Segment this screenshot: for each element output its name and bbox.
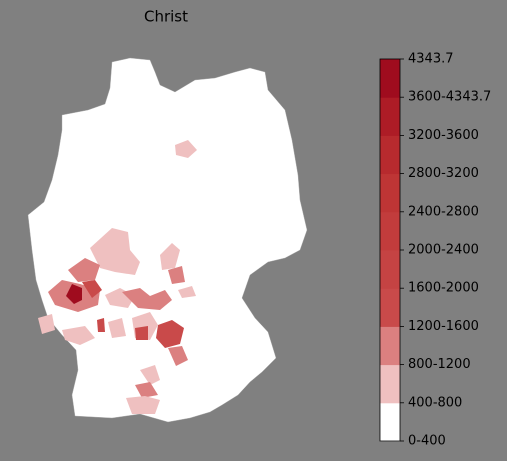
colorbar-segment [380,135,400,175]
region [68,258,100,282]
colorbar-label: 800-1200 [408,357,471,372]
colorbar: 0-400 400-800 800-1200 1200-1600 1600-2000 20… [379,52,491,449]
region [108,318,126,338]
colorbar-segment [380,97,400,136]
region [156,320,184,348]
country-outline [27,57,308,423]
region [66,284,82,304]
region [168,266,185,284]
region [135,326,148,340]
colorbar-segment [380,402,400,442]
colorbar-label: 2000-2400 [408,243,479,258]
colorbar-label: 3600-4343.7 [408,90,491,105]
map-title: Christ [144,8,188,26]
region [90,228,140,275]
colorbar-label: 1600-2000 [408,281,479,296]
colorbar-segment [380,250,400,289]
colorbar-label: 4343.7 [408,52,454,67]
colorbar-segment [380,288,400,327]
region [135,382,158,398]
colorbar-label: 0-400 [408,434,446,449]
colorbar-label: 2800-3200 [408,166,479,181]
region [140,365,160,385]
region [126,396,160,414]
colorbar-segment [380,59,400,98]
colorbar-segment [380,326,400,366]
region [82,280,102,298]
region [168,346,188,366]
colorbar-segment [380,173,400,213]
region [160,243,180,270]
region [38,314,55,334]
colorbar-label: 3200-3600 [408,128,479,143]
region [122,288,172,310]
colorbar-segment [380,211,400,251]
germany-map [27,57,308,423]
colorbar-label: 400-800 [408,395,462,410]
region [62,326,95,345]
colorbar-label: 1200-1600 [408,319,479,334]
region [178,286,196,298]
region [97,318,105,332]
region [175,140,197,158]
colorbar-label: 2400-2800 [408,204,479,219]
colorbar-segment [380,364,400,404]
